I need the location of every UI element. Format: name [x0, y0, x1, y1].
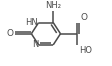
Text: N: N	[32, 40, 38, 49]
Text: O: O	[6, 29, 13, 38]
Text: NH₂: NH₂	[45, 1, 61, 10]
Text: HN: HN	[25, 18, 38, 27]
Text: O: O	[80, 13, 87, 22]
Text: HO: HO	[79, 46, 92, 55]
